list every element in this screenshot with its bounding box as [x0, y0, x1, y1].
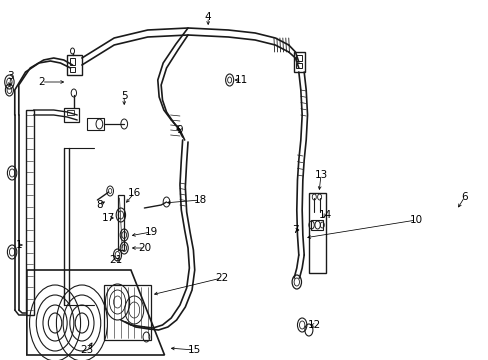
- Text: 16: 16: [127, 188, 141, 198]
- Text: 21: 21: [109, 255, 122, 265]
- Text: 4: 4: [204, 12, 211, 22]
- Text: 17: 17: [102, 213, 115, 223]
- Bar: [117, 195, 124, 250]
- Text: 8: 8: [96, 200, 102, 210]
- Text: 19: 19: [144, 227, 158, 237]
- Bar: [310, 220, 323, 230]
- Bar: [293, 52, 304, 72]
- Text: 12: 12: [307, 320, 320, 330]
- Bar: [87, 118, 104, 130]
- Text: 10: 10: [409, 215, 422, 225]
- Text: 6: 6: [460, 192, 467, 202]
- Bar: [70, 58, 75, 65]
- Bar: [308, 193, 325, 273]
- Bar: [25, 110, 34, 315]
- Bar: [296, 63, 301, 68]
- Bar: [104, 285, 151, 340]
- Text: 7: 7: [291, 225, 298, 235]
- Text: 18: 18: [193, 195, 206, 205]
- Text: 15: 15: [188, 345, 201, 355]
- Text: 2: 2: [38, 77, 45, 87]
- Bar: [63, 108, 79, 122]
- Text: 9: 9: [176, 125, 183, 135]
- Text: 3: 3: [7, 71, 14, 81]
- Text: 5: 5: [121, 91, 127, 101]
- Text: 20: 20: [138, 243, 151, 253]
- Text: 13: 13: [314, 170, 327, 180]
- Bar: [70, 67, 75, 72]
- Text: 23: 23: [81, 345, 94, 355]
- Text: 14: 14: [318, 210, 331, 220]
- Text: 22: 22: [215, 273, 228, 283]
- Text: 1: 1: [16, 240, 22, 250]
- Bar: [67, 55, 82, 75]
- Bar: [296, 55, 301, 61]
- Text: 11: 11: [235, 75, 248, 85]
- Bar: [67, 110, 74, 115]
